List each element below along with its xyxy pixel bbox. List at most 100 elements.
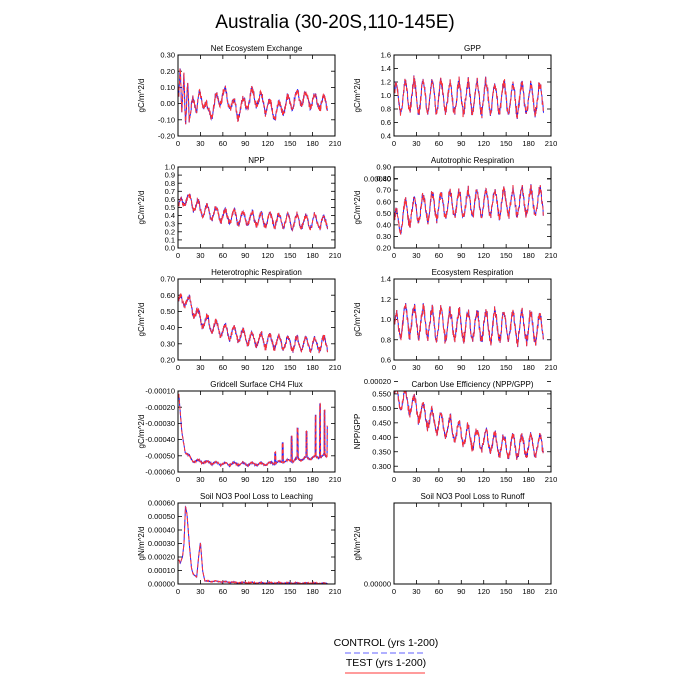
figure-title: Australia (30-20S,110-145E)	[215, 12, 454, 33]
y-tick-label: 1.2	[381, 295, 391, 304]
series-line-test	[178, 506, 328, 584]
series-line-test	[394, 183, 544, 235]
x-tick-label: 90	[457, 587, 465, 596]
x-tick-label: 150	[284, 139, 297, 148]
y-tick-label: 0.5	[165, 203, 175, 212]
y-tick-label: 0.4	[165, 211, 175, 220]
y-tick-label: 0.550	[372, 389, 391, 398]
series-line-control	[178, 393, 328, 468]
y-tick-label: 0.4	[381, 132, 391, 141]
x-tick-label: 0	[392, 251, 396, 260]
y-tick-label: -0.00010	[145, 387, 175, 396]
x-tick-label: 30	[196, 251, 204, 260]
y-tick-label: 0.20	[376, 244, 391, 253]
x-tick-label: 0	[392, 587, 396, 596]
y-tick-label: 1.0	[381, 315, 391, 324]
x-tick-label: 120	[477, 139, 490, 148]
x-tick-label: 60	[435, 139, 443, 148]
x-tick-label: 30	[196, 139, 204, 148]
plot-frame	[177, 390, 336, 473]
y-tick-label: 0.00050	[148, 512, 175, 521]
chart-panel-hr: Heterotrophic Respiration gC/m^2/d 0 30 60 90…	[137, 268, 341, 372]
chart-panel-nee: Net Ecosystem Exchange gC/m^2/d 0 30 60 90 120…	[137, 44, 341, 148]
x-tick-label: 30	[412, 363, 420, 372]
panel-title: Carbon Use Efficiency (NPP/GPP)	[411, 380, 533, 389]
y-tick-label: 0.6	[165, 195, 175, 204]
panels: Net Ecosystem Exchange gC/m^2/d 0 30 60 90 120…	[137, 44, 558, 596]
x-tick-label: 90	[457, 139, 465, 148]
x-tick-label: 210	[545, 363, 558, 372]
x-tick-label: 90	[457, 363, 465, 372]
x-tick-label: 150	[284, 363, 297, 372]
x-tick-label: 90	[241, 475, 249, 484]
x-tick-label: 90	[241, 251, 249, 260]
y-tick-label: 0.70	[376, 186, 391, 195]
y-tick-label: 0.40	[160, 323, 175, 332]
y-tick-label: 0.40	[376, 220, 391, 229]
x-tick-label: 210	[545, 475, 558, 484]
x-tick-label: 180	[306, 363, 319, 372]
y-tick-label: 0.300	[372, 462, 391, 471]
x-tick-label: 150	[500, 475, 513, 484]
plot-frame	[393, 54, 552, 137]
x-tick-label: 210	[329, 587, 342, 596]
y-tick-label: 0.0	[165, 244, 175, 253]
series-line-test	[178, 67, 328, 125]
y-tick-label: 0.9	[165, 171, 175, 180]
y-axis-label: gC/m^2/d	[353, 79, 362, 113]
y-axis-label: gC/m^2/d	[137, 415, 146, 449]
x-tick-label: 60	[219, 251, 227, 260]
x-tick-label: 60	[435, 363, 443, 372]
y-tick-label: 1.4	[381, 275, 391, 284]
plot-frame	[393, 166, 552, 249]
y-axis-label: gN/m^2/d	[353, 527, 362, 561]
y-tick-label: 0.70	[160, 275, 175, 284]
x-tick-label: 0	[176, 363, 180, 372]
plot-frame	[177, 166, 336, 249]
x-tick-label: 210	[545, 139, 558, 148]
plot-frame	[393, 278, 552, 361]
x-tick-label: 0	[392, 475, 396, 484]
x-tick-label: 150	[284, 587, 297, 596]
x-tick-label: 180	[306, 251, 319, 260]
x-tick-label: 210	[329, 251, 342, 260]
series-line-control	[394, 391, 544, 460]
y-tick-label: 0.20	[160, 67, 175, 76]
x-tick-label: 30	[196, 363, 204, 372]
x-tick-label: 0	[176, 475, 180, 484]
chart-panel-cue: Carbon Use Efficiency (NPP/GPP) NPP/GPP 0 3…	[353, 380, 557, 484]
series-line-test	[394, 391, 544, 460]
panel-title: NPP	[248, 156, 264, 165]
legend-label-control: CONTROL (yrs 1-200)	[334, 637, 439, 649]
y-tick-label: 0.30	[376, 232, 391, 241]
y-tick-label: 0.8	[381, 335, 391, 344]
y-tick-label: 0.8	[165, 179, 175, 188]
y-tick-label: 0.00000	[364, 580, 391, 589]
y-tick-label: 1.0	[381, 91, 391, 100]
x-tick-label: 180	[522, 251, 535, 260]
legend: CONTROL (yrs 1-200) TEST (yrs 1-200)	[334, 637, 439, 674]
y-tick-label: 0.10	[160, 83, 175, 92]
y-tick-label: 0.00	[160, 99, 175, 108]
y-tick-label: 0.90	[376, 163, 391, 172]
y-tick-label: 1.0	[165, 163, 175, 172]
y-axis-label: gC/m^2/d	[137, 79, 146, 113]
x-tick-label: 0	[392, 139, 396, 148]
y-tick-label: 0.00040	[148, 526, 175, 535]
x-tick-label: 60	[435, 251, 443, 260]
chart-panel-no3_leach: Soil NO3 Pool Loss to Leaching gN/m^2/d 0 3…	[137, 492, 341, 596]
y-tick-label: 0.1	[165, 236, 175, 245]
y-tick-label: 0.00040	[364, 175, 391, 184]
x-tick-label: 120	[261, 139, 274, 148]
y-axis-label: gC/m^2/d	[353, 191, 362, 225]
x-tick-label: 120	[477, 587, 490, 596]
y-tick-label: 0.30	[160, 339, 175, 348]
x-tick-label: 90	[457, 251, 465, 260]
x-tick-label: 0	[176, 587, 180, 596]
plot-frame	[177, 502, 336, 585]
panel-title: Ecosystem Respiration	[432, 268, 514, 277]
x-tick-label: 210	[329, 475, 342, 484]
y-tick-label: 0.00030	[148, 539, 175, 548]
y-tick-label: 0.450	[372, 418, 391, 427]
